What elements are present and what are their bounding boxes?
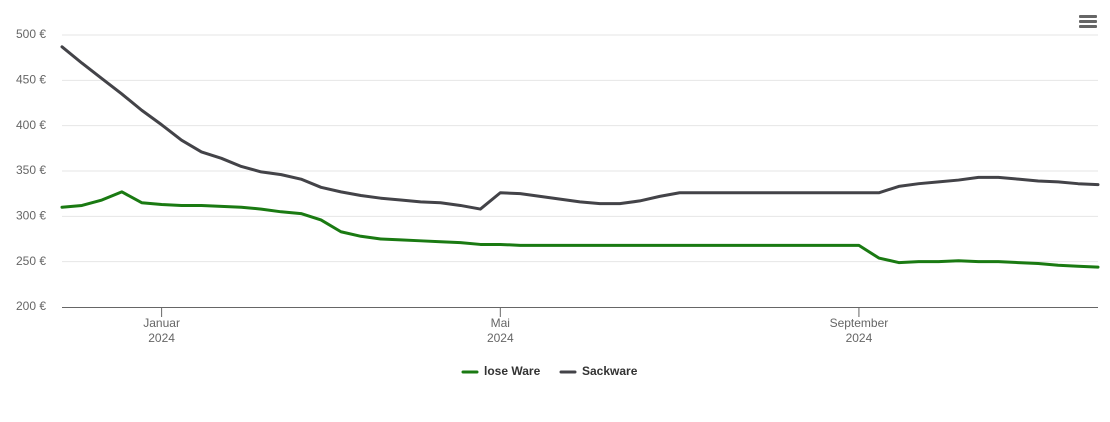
y-tick-label: 300 € [16,209,46,223]
x-tick-label: Januar 2024 [143,316,180,345]
y-tick-label: 450 € [16,73,46,87]
x-tick-label: Mai 2024 [486,316,514,345]
line [60,190,1100,269]
y-tick-label: 400 € [16,118,46,132]
menu-bar [1079,20,1097,23]
legend-label: Sackware [582,364,638,378]
y-tick-label: 250 € [16,254,46,268]
y-tick-label: 350 € [16,163,46,177]
y-tick-label: 500 € [16,27,46,41]
menu-bar [1079,25,1097,28]
legend-label: lose Ware [484,364,541,378]
line [60,45,1100,211]
menu-bar [1079,15,1097,18]
menu-icon[interactable] [1079,15,1097,28]
x-tick-label: September 2024 [829,316,889,345]
y-tick-label: 200 € [16,299,46,313]
